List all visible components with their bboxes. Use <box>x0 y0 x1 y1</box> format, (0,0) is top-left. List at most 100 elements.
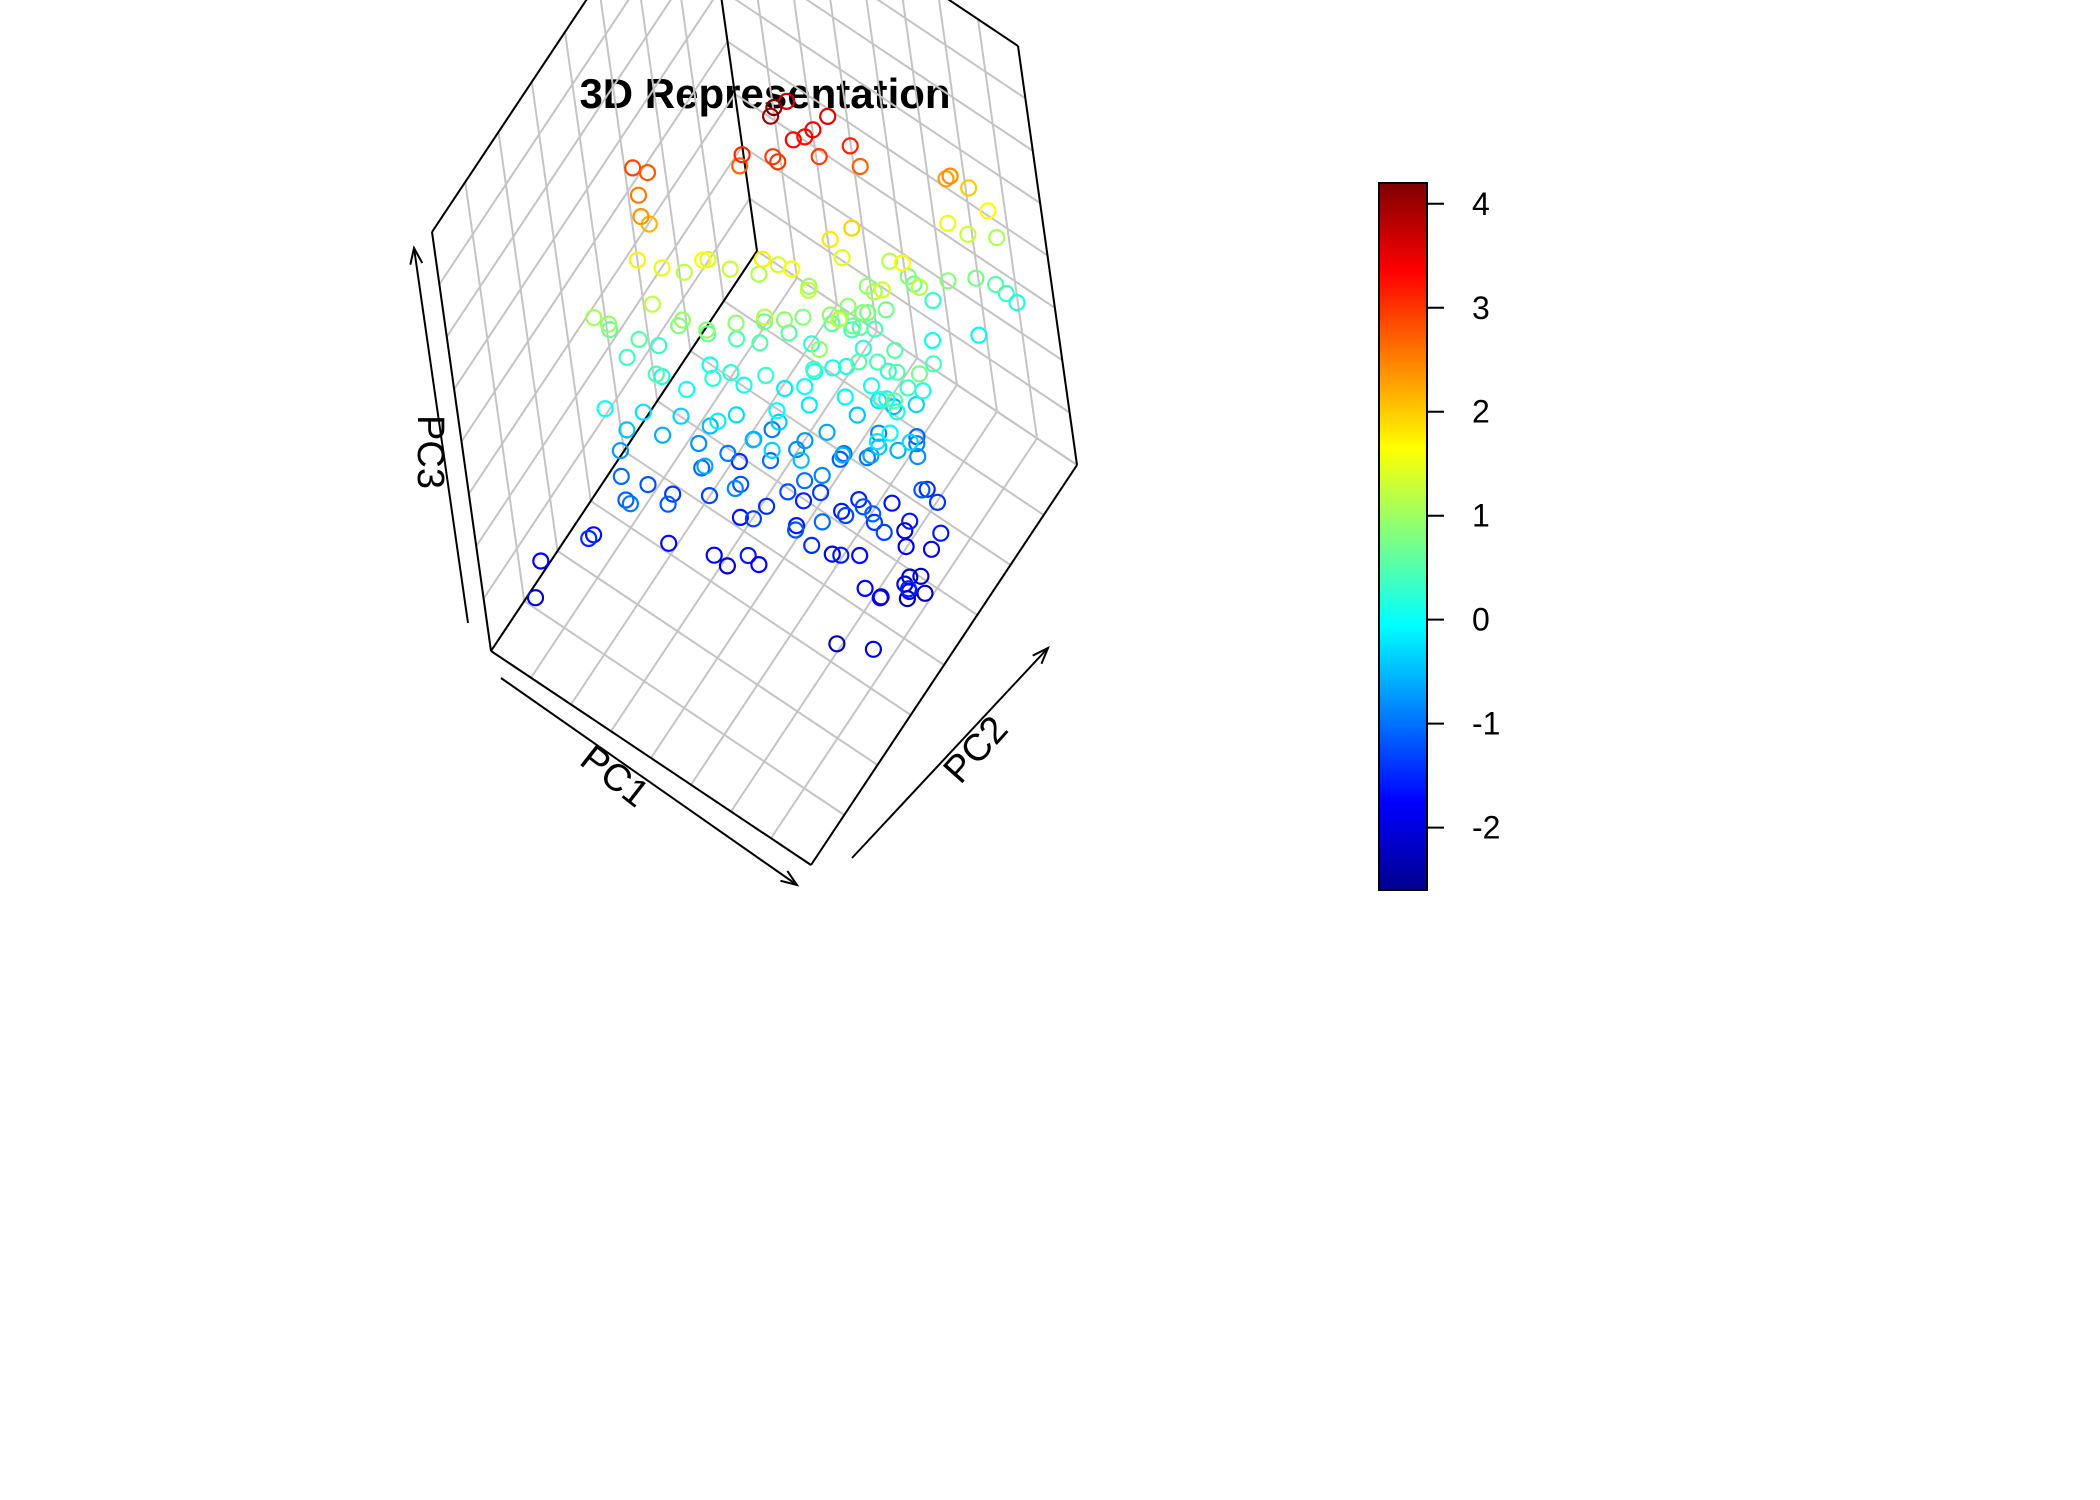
data-point <box>634 403 652 421</box>
data-point <box>813 466 831 485</box>
data-point <box>750 265 768 283</box>
data-point <box>803 536 821 555</box>
data-point <box>851 546 869 565</box>
data-point <box>844 317 862 335</box>
data-point <box>877 301 895 319</box>
data-point <box>776 379 794 398</box>
data-point <box>865 283 883 301</box>
data-point <box>970 326 988 344</box>
data-point <box>643 295 662 313</box>
data-point <box>908 435 926 453</box>
box-edge <box>810 464 1078 866</box>
data-point <box>833 249 851 267</box>
box-frame <box>431 0 1078 866</box>
data-points <box>526 92 1026 658</box>
data-point <box>899 379 917 397</box>
box-edge <box>720 0 758 252</box>
data-point <box>865 513 884 532</box>
data-point <box>733 146 751 164</box>
data-point <box>811 484 830 502</box>
data-point <box>739 546 757 565</box>
data-point <box>786 521 805 539</box>
data-point <box>744 431 762 449</box>
data-point <box>718 557 737 575</box>
data-point <box>831 309 849 327</box>
pc1-axis-label: PC1 <box>572 737 656 816</box>
data-point <box>585 309 603 327</box>
data-point <box>730 452 749 471</box>
data-point <box>628 251 647 269</box>
data-point <box>618 421 636 439</box>
data-point <box>833 446 852 464</box>
data-point <box>916 584 934 602</box>
data-point <box>638 164 657 182</box>
box-edge <box>431 0 588 233</box>
data-point <box>761 107 780 125</box>
colorbar-tick-label: -2 <box>1472 810 1500 846</box>
data-point <box>885 392 904 410</box>
data-point <box>770 413 788 431</box>
grid-line <box>623 450 945 666</box>
data-point <box>721 260 739 278</box>
grid-line <box>460 40 729 443</box>
data-point <box>819 107 837 126</box>
data-point <box>828 635 846 653</box>
data-point <box>810 148 828 166</box>
data-point <box>959 179 978 197</box>
data-point <box>694 251 712 269</box>
data-point <box>924 291 942 310</box>
pc3-axis-label: PC3 <box>409 415 451 489</box>
grid-line <box>938 0 998 412</box>
data-point <box>813 513 831 531</box>
data-point <box>862 377 881 395</box>
data-point <box>696 457 714 475</box>
data-point <box>967 269 985 287</box>
data-point <box>799 281 818 299</box>
data-point <box>830 311 848 329</box>
data-point <box>821 306 839 324</box>
data-point <box>899 580 918 598</box>
box-edge <box>490 250 758 652</box>
data-point <box>850 353 868 371</box>
data-point <box>923 331 942 350</box>
box-edge <box>947 0 1019 47</box>
data-point <box>756 308 774 326</box>
data-point <box>731 508 750 527</box>
data-point <box>858 449 876 467</box>
data-point <box>872 390 891 408</box>
data-point <box>924 355 943 373</box>
data-point <box>596 400 614 418</box>
data-point <box>910 278 929 296</box>
data-point <box>796 432 814 450</box>
data-point <box>796 378 814 396</box>
data-point <box>794 492 813 510</box>
data-point <box>922 540 941 558</box>
grid-line <box>680 0 725 302</box>
pc2-axis-label: PC2 <box>936 708 1017 791</box>
data-point <box>719 444 737 462</box>
data-point <box>580 529 598 548</box>
data-point <box>653 259 671 277</box>
data-point <box>932 524 950 542</box>
data-point <box>881 252 899 270</box>
data-point <box>875 523 893 542</box>
data-point <box>810 340 828 358</box>
data-point <box>653 426 672 444</box>
data-point <box>914 382 932 400</box>
data-point <box>783 260 801 278</box>
colorbar-tick-label: 3 <box>1472 290 1490 326</box>
data-point <box>612 467 630 485</box>
data-point <box>864 505 882 523</box>
data-point <box>878 390 896 408</box>
grid-line <box>734 0 1041 204</box>
data-point <box>818 423 836 441</box>
data-point <box>757 497 776 515</box>
data-point <box>959 225 977 243</box>
data-point <box>836 388 854 406</box>
data-point <box>675 263 693 281</box>
data-point <box>727 330 746 348</box>
data-point <box>986 275 1005 294</box>
data-point <box>1008 294 1026 312</box>
data-point <box>997 284 1015 303</box>
data-point <box>988 229 1006 247</box>
